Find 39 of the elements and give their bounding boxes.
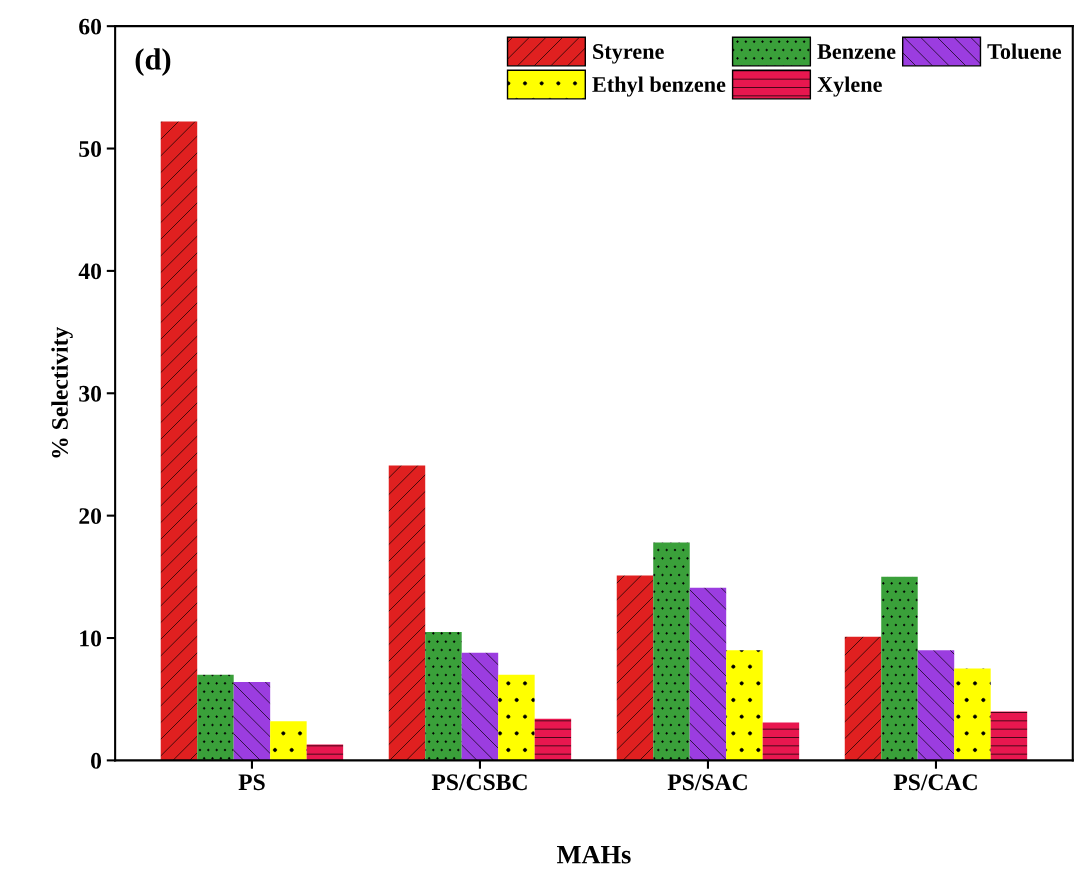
y-tick-label: 40 <box>78 263 102 280</box>
bar <box>616 575 654 761</box>
bar <box>461 652 499 761</box>
legend-label: Benzene <box>817 44 896 60</box>
bar <box>388 465 426 761</box>
legend-label: Styrene <box>593 44 664 64</box>
bar <box>270 721 307 761</box>
bar <box>990 711 1028 761</box>
bar <box>534 718 572 761</box>
y-tick-label: 30 <box>79 385 102 402</box>
bar <box>844 636 882 761</box>
y-tick-label: 50 <box>79 141 102 157</box>
legend-label: Ethyl benzene <box>592 76 726 97</box>
bar <box>233 682 271 761</box>
bar <box>498 674 535 761</box>
y-axis-title: % Selectivity <box>51 326 73 458</box>
x-tick-label: PS/CAC <box>893 774 977 791</box>
bar <box>689 587 727 761</box>
bar <box>306 744 344 761</box>
bar <box>653 542 690 761</box>
legend-label: Toluene <box>987 43 1062 60</box>
bar <box>726 650 763 761</box>
y-tick-label: 0 <box>91 752 102 769</box>
x-tick-label: PS <box>238 774 265 791</box>
x-tick-label: PS/SAC <box>667 774 747 791</box>
annotation: (d) <box>135 48 171 76</box>
bar <box>917 650 955 761</box>
bar <box>425 631 462 761</box>
y-tick-label: 10 <box>80 630 102 647</box>
bar <box>881 576 918 761</box>
x-tick-label: PS/CSBC <box>431 774 527 791</box>
y-tick-label: 60 <box>79 18 102 35</box>
x-axis-title: MAHs <box>557 845 631 864</box>
bar <box>954 668 991 761</box>
legend-label: Xylene <box>817 76 882 97</box>
y-tick-label: 20 <box>79 508 102 525</box>
bar <box>197 674 234 761</box>
bar <box>762 722 800 761</box>
bar <box>160 121 198 761</box>
